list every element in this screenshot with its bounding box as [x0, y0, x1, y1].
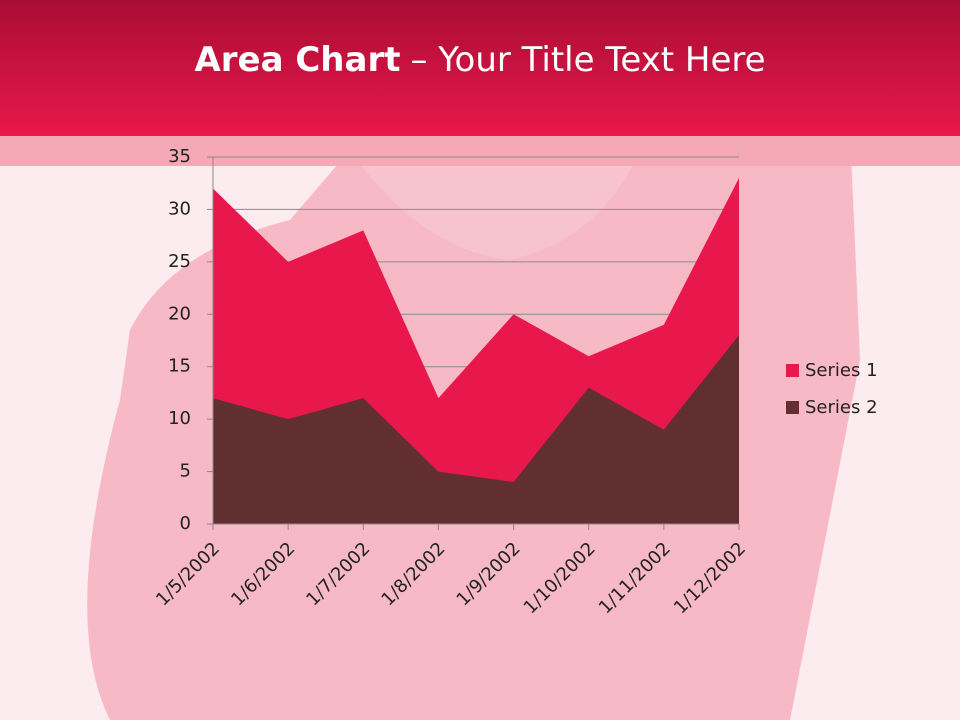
title-bold: Area Chart [194, 40, 401, 80]
legend-label: Series 2 [805, 397, 878, 418]
x-tick-label: 1/9/2002 [453, 538, 525, 610]
header-band [0, 136, 960, 166]
legend-swatch [786, 401, 799, 414]
area [213, 335, 739, 524]
neck-shape [350, 150, 640, 260]
y-tick-label: 5 [180, 461, 191, 482]
y-tick-label: 30 [168, 198, 191, 219]
y-tick-label: 15 [168, 356, 191, 377]
y-tick-label: 0 [180, 513, 191, 534]
y-tick-label: 10 [168, 408, 191, 429]
x-tick-label: 1/11/2002 [595, 538, 675, 618]
x-tick-label: 1/6/2002 [227, 538, 299, 610]
x-tick-label: 1/8/2002 [377, 538, 449, 610]
y-tick-label: 35 [168, 146, 191, 167]
header [0, 0, 960, 136]
slide-title: Area Chart – Your Title Text Here [0, 40, 960, 80]
x-tick-label: 1/5/2002 [152, 538, 224, 610]
x-tick-label: 1/10/2002 [520, 538, 600, 618]
y-tick-label: 25 [168, 251, 191, 272]
legend-swatch [786, 364, 799, 377]
legend-label: Series 1 [805, 360, 878, 381]
title-rest: – Your Title Text Here [410, 40, 766, 80]
y-tick-label: 20 [168, 303, 191, 324]
x-tick-label: 1/12/2002 [670, 538, 750, 618]
x-tick-label: 1/7/2002 [302, 538, 374, 610]
